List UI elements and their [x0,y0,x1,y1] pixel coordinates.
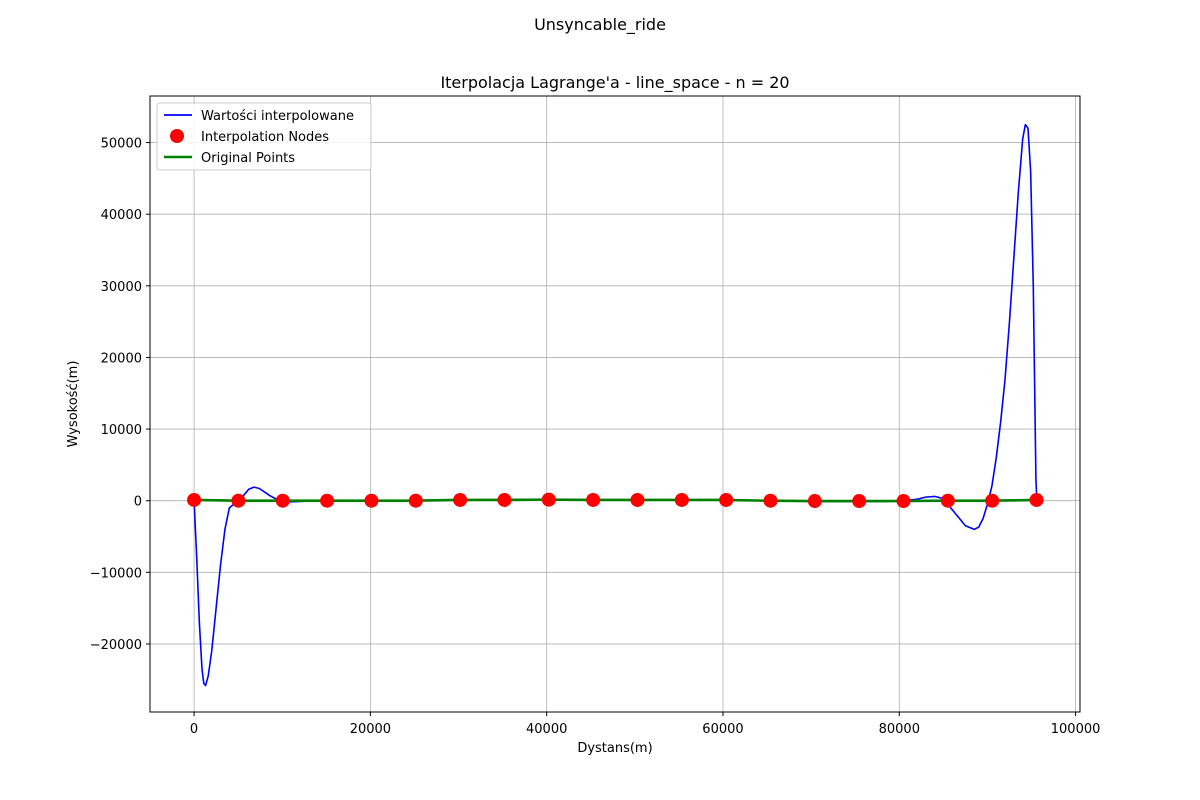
interpolation-node-point [940,493,955,508]
interpolation-node-point [453,492,468,507]
interpolation-node-point [807,494,822,509]
plot-lines [193,123,1038,687]
interpolation-node-point [231,493,246,508]
interpolated-values-line [193,123,1038,687]
y-tick-label: 10000 [101,423,142,438]
y-tick-label: 50000 [101,137,142,152]
interpolation-node-point [763,493,778,508]
chart-suptitle: Unsyncable_ride [534,15,666,35]
x-tick-label: 40000 [526,722,567,737]
interpolation-node-point [674,492,689,507]
interpolation-node-point [1029,492,1044,507]
y-tick-label: −10000 [90,566,142,581]
interpolation-node-point [408,493,423,508]
grid [150,96,1080,712]
y-tick-label: 0 [134,495,142,510]
interpolation-node-point [896,494,911,509]
interpolation-node-point [586,492,601,507]
interpolation-node-point [630,492,645,507]
interpolation-node-point [541,492,556,507]
plot-points [187,492,1044,509]
y-axis-ticks: −20000 −10000 0 10000 20000 30000 40000 50000 [90,137,150,653]
x-tick-label: 80000 [879,722,920,737]
y-tick-label: 20000 [101,351,142,366]
x-tick-label: 100000 [1051,722,1101,737]
interpolation-node-point [719,492,734,507]
legend-label-nodes: Interpolation Nodes [201,130,329,145]
y-axis-label: Wysokość(m) [66,361,81,448]
x-tick-label: 20000 [350,722,391,737]
interpolation-node-point [985,493,1000,508]
plot-frame [149,95,1081,713]
interpolation-node-point [364,493,379,508]
interpolation-node-point [497,492,512,507]
legend-box [156,102,372,171]
y-tick-label: −20000 [90,638,142,653]
legend-label-original: Original Points [201,151,295,166]
legend-swatch-nodes [170,129,184,143]
legend: Wartości interpolowane Interpolation Nod… [156,102,372,171]
y-tick-label: 30000 [101,280,142,295]
y-tick-label: 40000 [101,208,142,223]
chart-title: Iterpolacja Lagrange'a - line_space - n … [440,73,789,93]
x-tick-label: 0 [190,722,198,737]
legend-label-interpolated: Wartości interpolowane [201,109,354,124]
interpolation-node-point [275,493,290,508]
x-tick-label: 60000 [702,722,743,737]
x-axis-label: Dystans(m) [577,741,652,756]
interpolation-node-point [320,493,335,508]
interpolation-node-point [852,494,867,509]
x-axis-ticks: 0 20000 40000 60000 80000 100000 [190,712,1100,737]
interpolation-node-point [187,492,202,507]
